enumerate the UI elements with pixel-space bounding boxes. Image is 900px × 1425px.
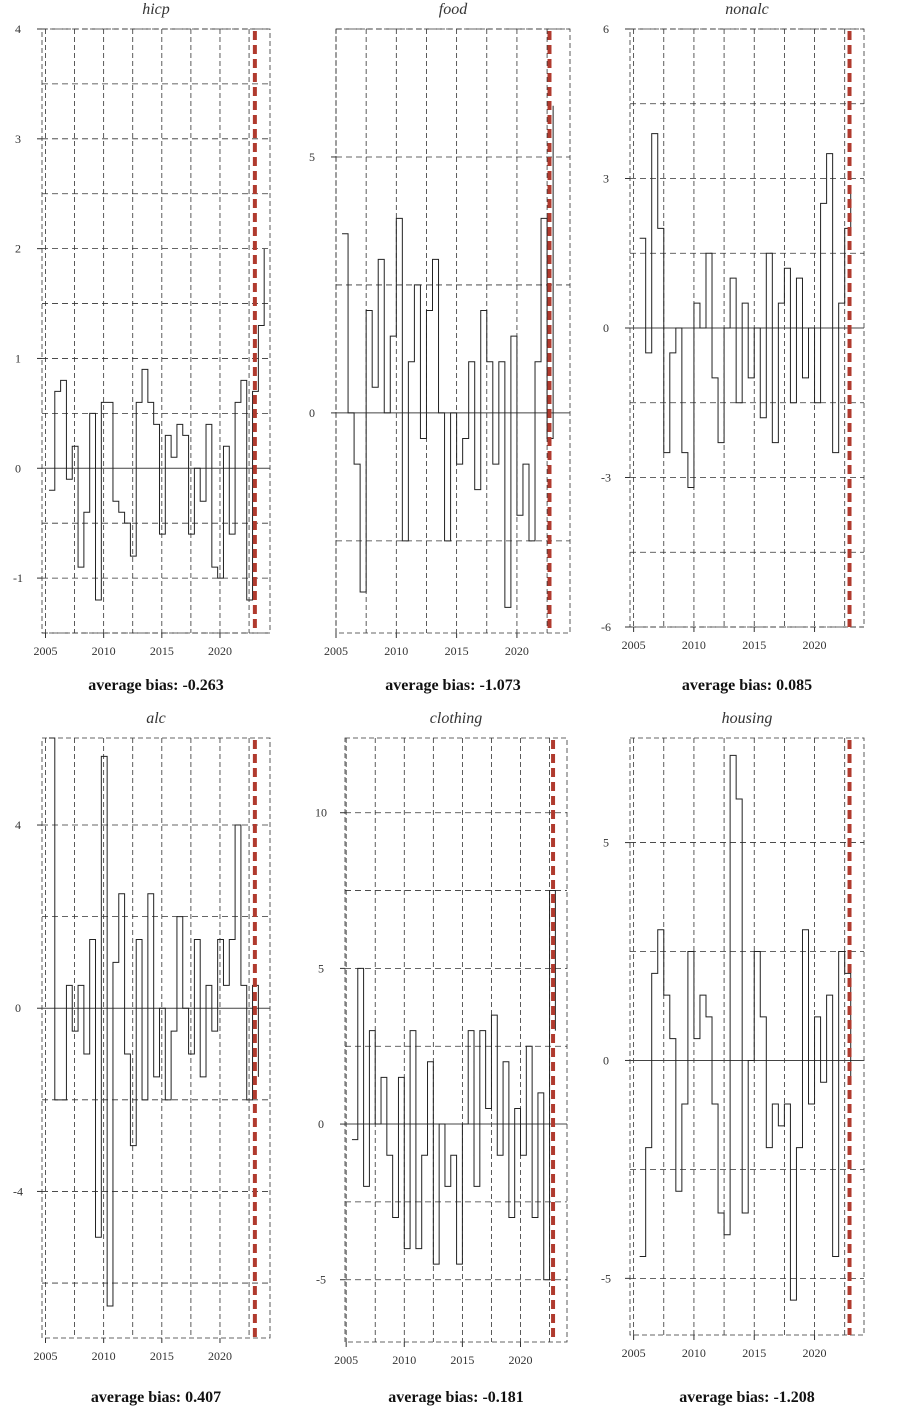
x-tick-label: 2010 [682, 638, 706, 652]
y-tick-label: -3 [601, 471, 611, 485]
series-line-housing [639, 754, 852, 1301]
y-tick-label: 1 [15, 351, 21, 365]
panel-nonalc: 6 3 0 -3 -6 2005 2010 2015 2020 nonalc average bia… [601, 1, 865, 694]
x-tick-label: 2010 [384, 644, 408, 658]
series-line-clothing [351, 890, 556, 1281]
series-line-nonalc [639, 133, 852, 488]
x-tick-label: 2015 [150, 1349, 174, 1363]
average-bias-label: average bias: 0.085 [682, 677, 812, 694]
y-tick-label: 0 [318, 1117, 324, 1131]
series-line-hicp [48, 248, 265, 601]
y-tick-label: 0 [603, 321, 609, 335]
panel-alc: 4 0 -4 2005 2010 2015 2020 alc average bias: 0.4… [13, 710, 271, 1406]
panel-title: nonalc [725, 1, 769, 18]
y-tick-label: -1 [13, 571, 23, 585]
x-tick-label: 2020 [208, 644, 232, 658]
x-tick-label: 2010 [92, 644, 116, 658]
panel-food: 5 0 2005 2010 2015 2020 food average bias: -1.0… [309, 1, 571, 694]
plot-frame [41, 737, 271, 1339]
y-tick-label: 0 [309, 406, 315, 420]
average-bias-label: average bias: -1.208 [679, 1389, 815, 1406]
x-tick-label: 2015 [742, 1346, 766, 1360]
panel-title: food [439, 1, 468, 18]
x-tick-label: 2005 [33, 1349, 57, 1363]
y-tick-label: 5 [309, 150, 315, 164]
x-tick-label: 2020 [803, 638, 827, 652]
y-tick-label: 3 [15, 132, 21, 146]
average-bias-label: average bias: -0.181 [388, 1389, 524, 1406]
x-tick-label: 2005 [622, 638, 646, 652]
x-tick-label: 2005 [33, 644, 57, 658]
panel-hicp: 4 3 2 1 0 -1 2005 2010 2015 2020 hicp average bias:… [13, 1, 271, 694]
panel-title: housing [722, 710, 773, 727]
plot-frame [335, 28, 571, 634]
y-tick-label: 0 [603, 1053, 609, 1067]
x-tick-label: 2020 [208, 1349, 232, 1363]
x-tick-label: 2020 [509, 1353, 533, 1367]
x-tick-label: 2015 [742, 638, 766, 652]
y-tick-label: 5 [603, 836, 609, 850]
x-tick-label: 2015 [150, 644, 174, 658]
panel-title: clothing [430, 710, 482, 727]
average-bias-label: average bias: -1.073 [385, 677, 521, 694]
x-tick-label: 2005 [622, 1346, 646, 1360]
x-tick-label: 2015 [450, 1353, 474, 1367]
x-tick-label: 2010 [682, 1346, 706, 1360]
series-line-food [342, 105, 554, 608]
x-tick-label: 2010 [92, 1349, 116, 1363]
y-tick-label: -4 [13, 1184, 23, 1198]
x-tick-label: 2010 [392, 1353, 416, 1367]
panel-title: hicp [142, 1, 170, 18]
x-tick-label: 2005 [324, 644, 348, 658]
y-tick-label: -5 [601, 1271, 611, 1285]
series-line-alc [48, 737, 259, 1307]
y-tick-label: -6 [601, 620, 611, 634]
x-tick-label: 2005 [334, 1353, 358, 1367]
y-tick-label: 0 [15, 1001, 21, 1015]
y-tick-label: 4 [15, 818, 21, 832]
y-tick-label: 6 [603, 22, 609, 36]
x-tick-label: 2020 [505, 644, 529, 658]
plot-frame [41, 28, 271, 634]
y-tick-label: 4 [15, 22, 21, 36]
y-tick-label: 5 [318, 961, 324, 975]
y-tick-label: 0 [15, 461, 21, 475]
y-tick-label: 3 [603, 172, 609, 186]
average-bias-label: average bias: -0.263 [88, 677, 224, 694]
x-tick-label: 2020 [803, 1346, 827, 1360]
y-tick-label: 10 [315, 806, 327, 820]
average-bias-label: average bias: 0.407 [91, 1389, 221, 1406]
plot-frame [344, 737, 568, 1343]
y-tick-label: -5 [316, 1273, 326, 1287]
panel-housing: 5 0 -5 2005 2010 2015 2020 housing average bias:… [601, 710, 865, 1406]
panel-clothing: 10 5 0 -5 2005 2010 2015 2020 clothing average bi… [315, 710, 568, 1406]
y-tick-label: 2 [15, 242, 21, 256]
panel-title: alc [146, 710, 166, 727]
plot-frame [629, 737, 865, 1336]
x-tick-label: 2015 [445, 644, 469, 658]
